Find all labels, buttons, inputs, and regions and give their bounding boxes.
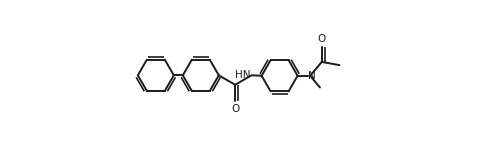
Text: O: O bbox=[317, 34, 325, 44]
Text: N: N bbox=[308, 71, 316, 81]
Text: O: O bbox=[230, 104, 239, 114]
Text: HN: HN bbox=[234, 70, 250, 80]
